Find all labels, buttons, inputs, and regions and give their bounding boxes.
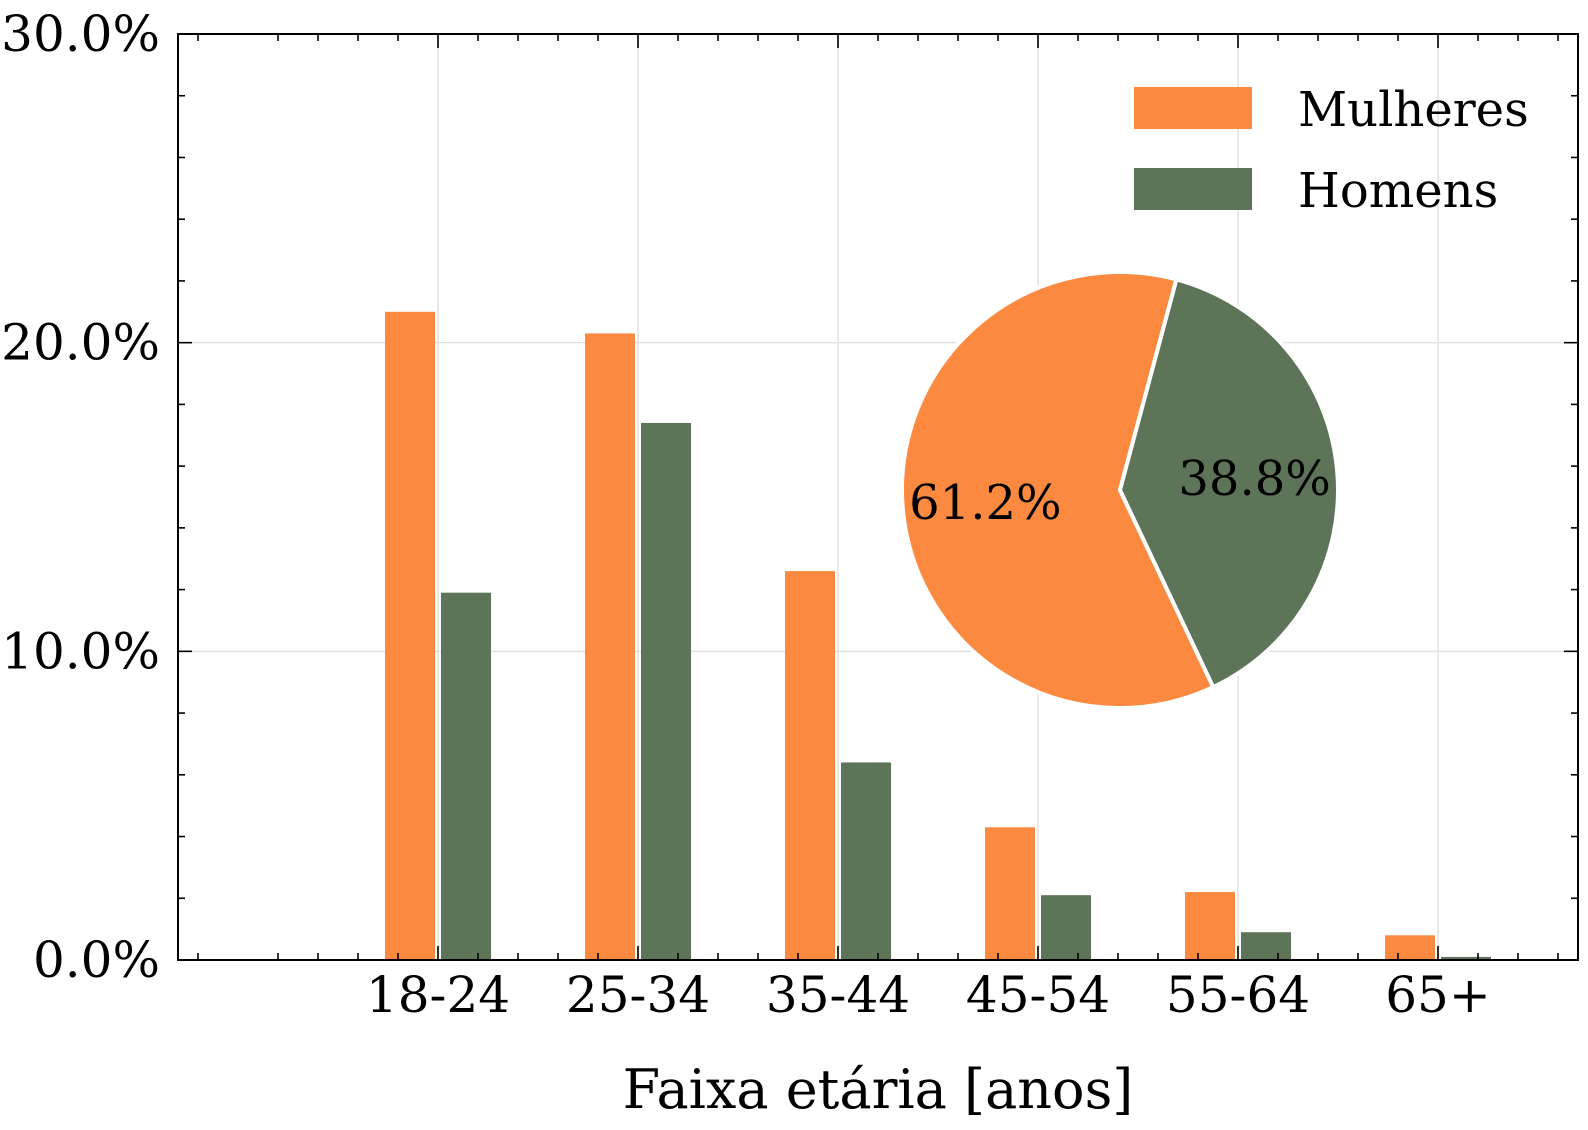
plot-frame (177, 33, 1579, 961)
bar-mulheres-25-34 (585, 333, 635, 960)
legend-label-mulheres: Mulheres (1298, 82, 1529, 138)
legend-label-homens: Homens (1298, 163, 1498, 219)
bar-homens-45-54 (1041, 895, 1091, 960)
pie-chart: 61.2% 38.8% (900, 270, 1340, 710)
pie-value-label-homens: 38.8% (1178, 451, 1330, 507)
legend-swatch-homens (1134, 168, 1252, 210)
pie-value-label-mulheres: 61.2% (909, 475, 1061, 531)
x-tick-label: 25-34 (566, 966, 710, 1024)
bar-mulheres-35-44 (785, 571, 835, 960)
tick-labels: 0.0% 10.0% 20.0% 30.0% 18-24 25-34 35-44 45-54 5… (1, 5, 1491, 1024)
bar-mulheres-65+ (1385, 935, 1435, 960)
bar-homens-55-64 (1241, 932, 1291, 960)
x-tick-label: 55-64 (1166, 966, 1310, 1024)
x-tick-label: 35-44 (766, 966, 910, 1024)
bar-mulheres-18-24 (385, 311, 435, 960)
y-tick-label: 20.0% (1, 314, 160, 372)
x-tick-label: 65+ (1385, 966, 1491, 1024)
bars (385, 311, 1491, 960)
pie-slice-homens (1118, 277, 1340, 690)
x-axis-title: Faixa etária [anos] (623, 1058, 1134, 1121)
x-tick-label: 45-54 (966, 966, 1110, 1024)
y-tick-label: 0.0% (33, 931, 160, 989)
bar-mulheres-45-54 (985, 827, 1035, 960)
bar-homens-18-24 (441, 592, 491, 960)
bar-homens-25-34 (641, 422, 691, 960)
bar-homens-65+ (1441, 956, 1491, 960)
y-tick-label: 10.0% (1, 622, 160, 680)
pie-slice-mulheres (900, 270, 1216, 710)
axis-ticks (178, 33, 1578, 961)
x-tick-label: 18-24 (366, 966, 510, 1024)
legend: Mulheres Homens (1134, 82, 1529, 219)
legend-swatch-mulheres (1134, 87, 1252, 129)
y-tick-label: 30.0% (1, 5, 160, 63)
bar-homens-35-44 (841, 762, 891, 960)
bar-mulheres-55-64 (1185, 892, 1235, 960)
